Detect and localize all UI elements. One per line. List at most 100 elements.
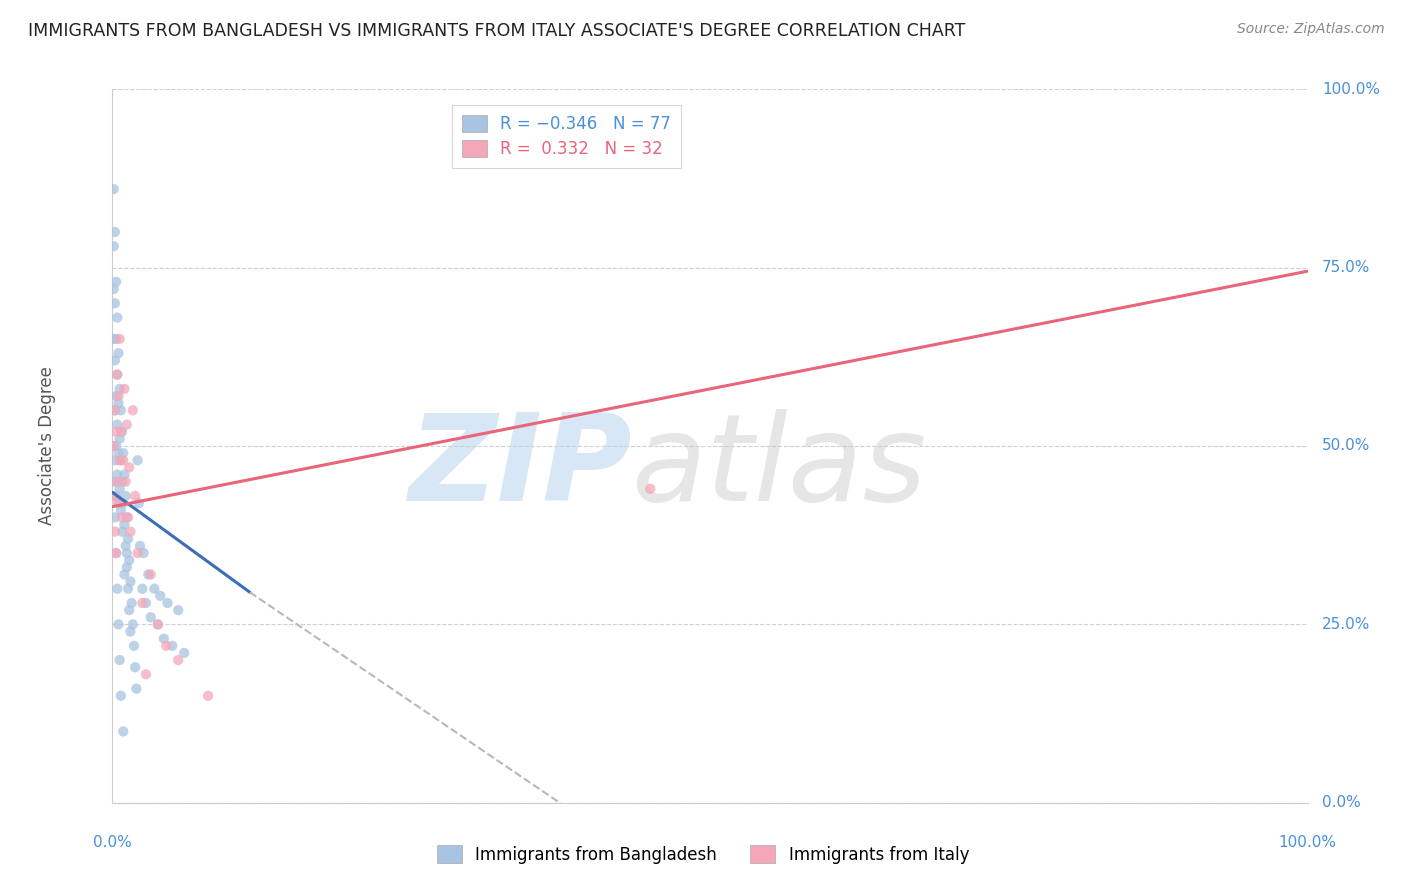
Point xyxy=(167,653,190,667)
Point xyxy=(103,489,125,503)
Point xyxy=(114,475,136,489)
Point xyxy=(107,389,129,403)
Text: 100.0%: 100.0% xyxy=(1322,82,1379,96)
Point xyxy=(110,403,132,417)
Point xyxy=(107,496,129,510)
Point xyxy=(173,646,195,660)
Point xyxy=(124,489,146,503)
Point xyxy=(108,453,131,467)
Point xyxy=(111,475,134,489)
Point xyxy=(104,403,127,417)
Legend: R = −0.346   N = 77, R =  0.332   N = 32: R = −0.346 N = 77, R = 0.332 N = 32 xyxy=(451,104,682,168)
Point xyxy=(111,425,134,439)
Point xyxy=(120,574,142,589)
Point xyxy=(131,596,153,610)
Point xyxy=(122,639,145,653)
Point xyxy=(117,510,139,524)
Point xyxy=(117,532,139,546)
Point xyxy=(127,546,149,560)
Point xyxy=(118,603,141,617)
Point xyxy=(105,546,128,560)
Point xyxy=(114,489,136,503)
Text: atlas: atlas xyxy=(633,409,928,526)
Point xyxy=(103,439,125,453)
Point xyxy=(112,496,135,510)
Point xyxy=(156,596,179,610)
Point xyxy=(114,382,135,396)
Point xyxy=(114,517,135,532)
Point xyxy=(120,524,142,539)
Point xyxy=(104,403,127,417)
Text: ZIP: ZIP xyxy=(409,409,633,526)
Point xyxy=(104,453,127,467)
Point xyxy=(131,582,153,596)
Point xyxy=(117,582,139,596)
Point xyxy=(121,617,143,632)
Point xyxy=(197,689,219,703)
Text: Associate's Degree: Associate's Degree xyxy=(38,367,56,525)
Point xyxy=(108,432,131,446)
Point xyxy=(111,524,134,539)
Point xyxy=(103,282,125,296)
Point xyxy=(105,310,128,325)
Point xyxy=(105,389,128,403)
Point xyxy=(110,425,132,439)
Point xyxy=(103,182,125,196)
Point xyxy=(115,417,138,432)
Point xyxy=(120,624,142,639)
Point xyxy=(105,582,128,596)
Point xyxy=(121,596,143,610)
Text: 75.0%: 75.0% xyxy=(1322,260,1371,275)
Point xyxy=(104,296,127,310)
Point xyxy=(153,632,176,646)
Point xyxy=(139,610,162,624)
Text: 0.0%: 0.0% xyxy=(93,835,132,850)
Point xyxy=(114,567,135,582)
Point xyxy=(125,681,148,696)
Point xyxy=(112,453,135,467)
Point xyxy=(103,332,125,346)
Point xyxy=(108,382,131,396)
Point xyxy=(103,475,125,489)
Point xyxy=(108,653,131,667)
Point xyxy=(110,503,132,517)
Point xyxy=(108,332,131,346)
Point xyxy=(107,346,129,360)
Point xyxy=(146,617,169,632)
Point xyxy=(110,689,132,703)
Point xyxy=(104,225,127,239)
Point xyxy=(107,496,129,510)
Point xyxy=(105,546,128,560)
Point xyxy=(105,368,128,382)
Point xyxy=(138,567,160,582)
Point xyxy=(114,467,135,482)
Point xyxy=(105,417,128,432)
Point xyxy=(146,617,169,632)
Point xyxy=(118,553,141,567)
Point xyxy=(110,453,132,467)
Point xyxy=(135,596,157,610)
Point xyxy=(114,539,136,553)
Text: Source: ZipAtlas.com: Source: ZipAtlas.com xyxy=(1237,22,1385,37)
Point xyxy=(104,510,127,524)
Text: IMMIGRANTS FROM BANGLADESH VS IMMIGRANTS FROM ITALY ASSOCIATE'S DEGREE CORRELATI: IMMIGRANTS FROM BANGLADESH VS IMMIGRANTS… xyxy=(28,22,966,40)
Point xyxy=(149,589,172,603)
Point xyxy=(132,546,155,560)
Point xyxy=(105,425,128,439)
Point xyxy=(105,475,128,489)
Point xyxy=(155,639,177,653)
Point xyxy=(103,439,125,453)
Point xyxy=(108,482,131,496)
Point xyxy=(105,439,128,453)
Legend: Immigrants from Bangladesh, Immigrants from Italy: Immigrants from Bangladesh, Immigrants f… xyxy=(430,838,976,871)
Point xyxy=(105,275,128,289)
Point xyxy=(104,524,127,539)
Point xyxy=(103,239,125,253)
Point xyxy=(107,617,129,632)
Point xyxy=(127,453,149,467)
Point xyxy=(129,539,152,553)
Point xyxy=(111,510,134,524)
Text: 50.0%: 50.0% xyxy=(1322,439,1371,453)
Point xyxy=(105,467,128,482)
Point xyxy=(143,582,166,596)
